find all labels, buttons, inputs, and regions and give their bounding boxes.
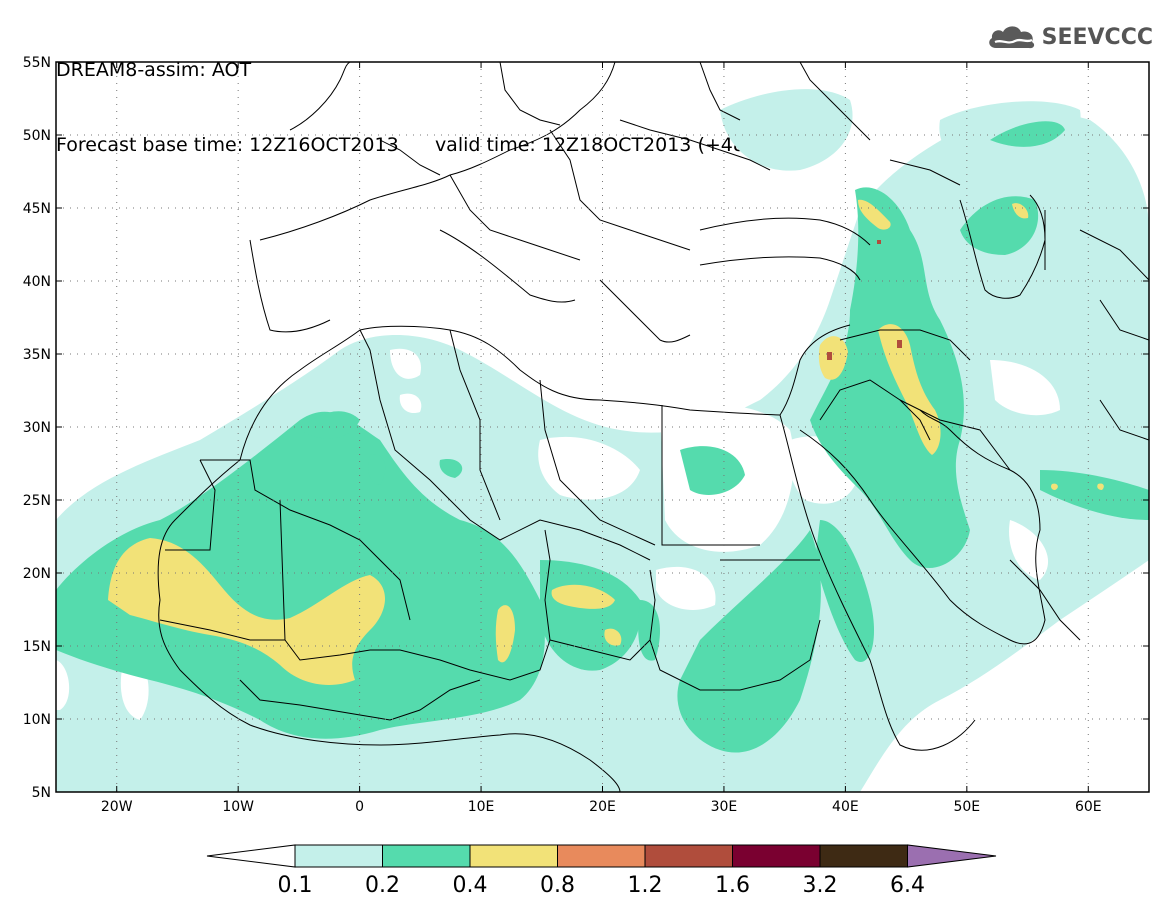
aot-level-0.4 [108, 199, 1104, 685]
cloud-logo-icon [988, 26, 1034, 49]
lon-tick-label: 50E [953, 799, 980, 815]
lon-tick-label: 20W [101, 799, 133, 815]
lat-tick-label: 45N [23, 201, 51, 217]
colorbar-label: 0.4 [453, 873, 488, 898]
title-line-1: DREAM8-assim: AOT [56, 59, 252, 81]
lat-tick-label: 10N [23, 712, 51, 728]
latitude-axis: 5N 10N 15N 20N 25N 30N 35N 40N 45N 50N 55N [23, 55, 1149, 801]
lon-tick-label: 10E [468, 799, 495, 815]
lat-tick-label: 30N [23, 420, 51, 436]
lon-tick-label: 40E [832, 799, 859, 815]
colorbar-label: 0.2 [365, 873, 400, 898]
lon-tick-label: 20E [589, 799, 616, 815]
lat-tick-label: 5N [32, 785, 51, 801]
valid-time-label: valid time: 12Z18OCT2013 (+48) [434, 134, 753, 156]
lat-tick-label: 50N [23, 128, 51, 144]
lon-tick-label: 10W [222, 799, 254, 815]
lat-tick-label: 20N [23, 566, 51, 582]
lat-tick-label: 35N [23, 347, 51, 363]
colorbar-label: 1.6 [715, 873, 750, 898]
title-line-2: Forecast base time: 12Z16OCT2013 valid t… [56, 133, 752, 158]
colorbar-segment [469, 844, 558, 868]
colorbar-segment [644, 844, 733, 868]
colorbar-label: 3.2 [803, 873, 838, 898]
colorbar-segment [732, 844, 821, 868]
colorbar-label: 6.4 [890, 873, 925, 898]
colorbar-segment [557, 844, 646, 868]
lon-tick-label: 30E [711, 799, 738, 815]
colorbar-low-arrow [206, 844, 296, 868]
colorbar: 0.1 0.2 0.4 0.8 1.2 1.6 3.2 6.4 [206, 844, 997, 898]
colorbar-segment [294, 844, 383, 868]
colorbar-segment [819, 844, 908, 868]
colorbar-label: 0.1 [278, 873, 313, 898]
colorbar-high-arrow [907, 844, 997, 868]
seevccc-logo: SEEVCCC [986, 22, 1153, 52]
colorbar-label: 0.8 [540, 873, 575, 898]
lat-tick-label: 40N [23, 274, 51, 290]
aot-level-0.8 [827, 240, 902, 360]
lon-tick-label: 60E [1075, 799, 1102, 815]
lat-tick-label: 15N [23, 639, 51, 655]
title-block: DREAM8-assim: AOT Forecast base time: 12… [56, 8, 752, 183]
lat-tick-label: 25N [23, 493, 51, 509]
colorbar-label: 1.2 [628, 873, 663, 898]
colorbar-segment [382, 844, 471, 868]
graticule [56, 62, 1149, 792]
lon-tick-label: 0 [355, 799, 364, 815]
lat-tick-label: 55N [23, 55, 51, 71]
aot-field [56, 89, 1149, 792]
logo-text: SEEVCCC [1041, 24, 1153, 50]
longitude-axis: 20W 10W 0 10E 20E 30E 40E 50E 60E [101, 62, 1102, 815]
coastlines-borders [157, 62, 1149, 792]
